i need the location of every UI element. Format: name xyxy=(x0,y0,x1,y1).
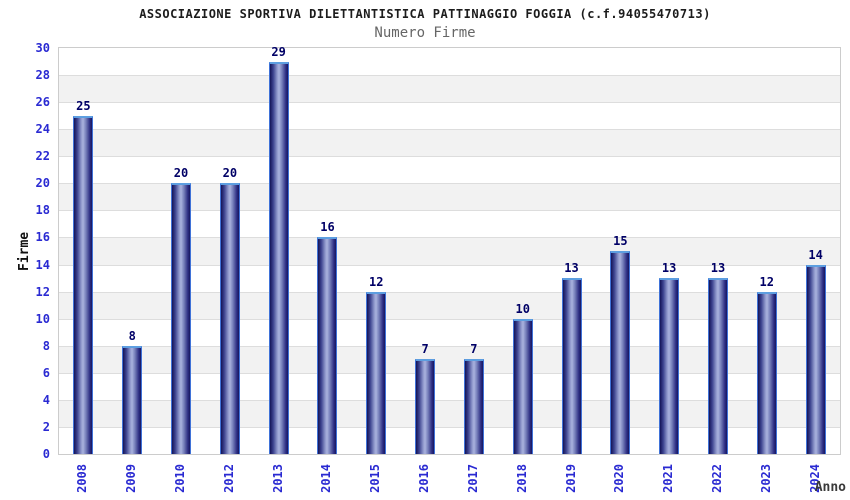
bar-value-label: 8 xyxy=(128,328,136,343)
bar-2017 xyxy=(463,359,484,454)
bar-2020 xyxy=(610,251,631,454)
y-tick-label: 30 xyxy=(35,41,50,55)
bar-value-label: 7 xyxy=(421,342,429,357)
bar-value-label: 25 xyxy=(76,98,91,113)
chart-title: ASSOCIAZIONE SPORTIVA DILETTANTISTICA PA… xyxy=(139,7,711,21)
y-tick-label: 10 xyxy=(35,311,50,326)
x-tick-label: 2016 xyxy=(417,464,432,493)
gridline xyxy=(59,291,840,293)
bar-value-label: 7 xyxy=(470,342,478,357)
gridline xyxy=(59,210,840,212)
bar-value-label: 10 xyxy=(515,301,530,316)
bar-value-label: 13 xyxy=(710,261,726,276)
x-tick-label: 2009 xyxy=(124,464,139,493)
gridline xyxy=(59,102,840,104)
plot-area: 25 8 20 20 29 16 12 7 7 10 13 15 13 13 12 14 xyxy=(58,44,841,455)
y-tick-label: 28 xyxy=(35,68,50,83)
x-tick-label: 2013 xyxy=(270,464,285,493)
y-tick-label: 14 xyxy=(35,257,50,272)
gridline xyxy=(59,183,840,185)
y-axis-ticks: 0 2 4 6 8 10 12 14 16 18 20 22 24 26 28 30 xyxy=(0,41,50,461)
bar-value-label: 20 xyxy=(222,166,238,181)
bar-value-label: 12 xyxy=(759,274,775,289)
bar-2009 xyxy=(122,345,143,454)
bar-2012 xyxy=(219,183,240,454)
bar-value-label: 16 xyxy=(320,220,335,235)
bar-value-label: 15 xyxy=(613,234,628,248)
bar-2013 xyxy=(268,61,289,454)
bar-value-label: 13 xyxy=(661,261,677,276)
y-tick-label: 8 xyxy=(42,338,50,353)
y-tick-label: 6 xyxy=(42,365,50,380)
y-tick-label: 0 xyxy=(42,447,50,461)
bar-value-label: 29 xyxy=(271,44,286,59)
x-tick-label: 2012 xyxy=(221,464,236,493)
bar-2018 xyxy=(512,318,533,454)
bar-value-label: 20 xyxy=(173,166,189,181)
y-tick-label: 12 xyxy=(35,284,50,299)
x-tick-label: 2020 xyxy=(612,464,627,493)
x-tick-label: 2023 xyxy=(758,464,773,493)
gridline xyxy=(59,426,840,428)
y-tick-label: 26 xyxy=(35,95,50,110)
bar-2015 xyxy=(366,291,387,454)
plot-band xyxy=(59,102,840,129)
y-tick-label: 18 xyxy=(35,203,50,218)
x-axis-ticks: 2008 2009 2010 2012 2013 2014 2015 2016 2017 2018… xyxy=(58,461,841,500)
x-tick-label: 2014 xyxy=(319,464,334,493)
bar-2023 xyxy=(756,291,777,454)
x-tick-label: 2015 xyxy=(368,464,383,493)
x-axis-title: Anno xyxy=(814,480,846,495)
gridline xyxy=(59,237,840,239)
y-tick-label: 20 xyxy=(35,176,50,191)
x-tick-label: 2022 xyxy=(709,464,724,493)
gridline xyxy=(59,318,840,320)
gridline xyxy=(59,345,840,347)
gridline xyxy=(59,372,840,374)
bar-2010 xyxy=(171,183,192,454)
y-tick-label: 24 xyxy=(35,122,50,137)
chart-subtitle: Numero Firme xyxy=(374,25,476,41)
gridline xyxy=(59,264,840,266)
bar-value-label: 13 xyxy=(564,261,579,276)
gridline xyxy=(59,75,840,77)
x-tick-label: 2021 xyxy=(661,464,676,493)
bar-value-label: 12 xyxy=(369,274,384,289)
x-tick-label: 2019 xyxy=(563,464,578,493)
y-tick-label: 4 xyxy=(42,392,50,407)
y-tick-label: 16 xyxy=(35,230,50,245)
bar-2024 xyxy=(805,264,826,454)
bar-value-label: 14 xyxy=(808,247,823,262)
plot-band xyxy=(59,129,840,157)
bar-2008 xyxy=(73,115,94,454)
x-tick-label: 2010 xyxy=(173,464,188,493)
gridline xyxy=(59,129,840,131)
bar-2016 xyxy=(415,359,436,454)
y-tick-label: 2 xyxy=(42,419,50,434)
plot-band xyxy=(59,48,840,75)
x-tick-label: 2018 xyxy=(514,464,529,493)
bar-2022 xyxy=(707,278,728,454)
x-tick-label: 2017 xyxy=(465,464,480,493)
bar-2019 xyxy=(561,278,582,454)
bar-2021 xyxy=(659,278,680,454)
gridline xyxy=(59,156,840,158)
gridline xyxy=(59,399,840,401)
y-tick-label: 22 xyxy=(35,149,50,164)
plot-band xyxy=(59,75,840,103)
bar-2014 xyxy=(317,237,338,454)
x-tick-label: 2008 xyxy=(75,464,90,493)
